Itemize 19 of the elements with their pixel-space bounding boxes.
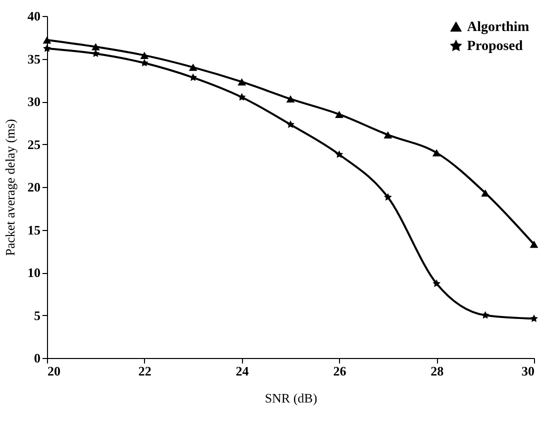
y-tick-label: 40 — [28, 8, 40, 24]
y-axis-title: Packet average delay (ms) — [2, 119, 18, 256]
y-tick-label: 30 — [28, 94, 40, 109]
x-tick-label: 28 — [430, 364, 444, 378]
y-tick-label: 20 — [28, 180, 40, 194]
x-tick-label: 26 — [333, 364, 347, 378]
x-tick-label: 20 — [48, 364, 60, 378]
y-tick-label: 25 — [28, 136, 41, 152]
x-axis-title: SNR (dB) — [264, 390, 318, 406]
x-tick-label: 30 — [522, 364, 534, 378]
y-tick-label: 0 — [34, 350, 40, 366]
legend-label: Proposed — [467, 39, 523, 54]
x-tick-label: 22 — [138, 364, 152, 378]
y-tick-label: 15 — [28, 222, 41, 238]
x-tick-label: 24 — [236, 364, 250, 378]
y-tick-label: 10 — [28, 265, 40, 280]
legend-label: Algorthim — [467, 20, 530, 35]
y-tick-label: 5 — [34, 308, 41, 323]
y-tick-label: 35 — [28, 51, 41, 66]
